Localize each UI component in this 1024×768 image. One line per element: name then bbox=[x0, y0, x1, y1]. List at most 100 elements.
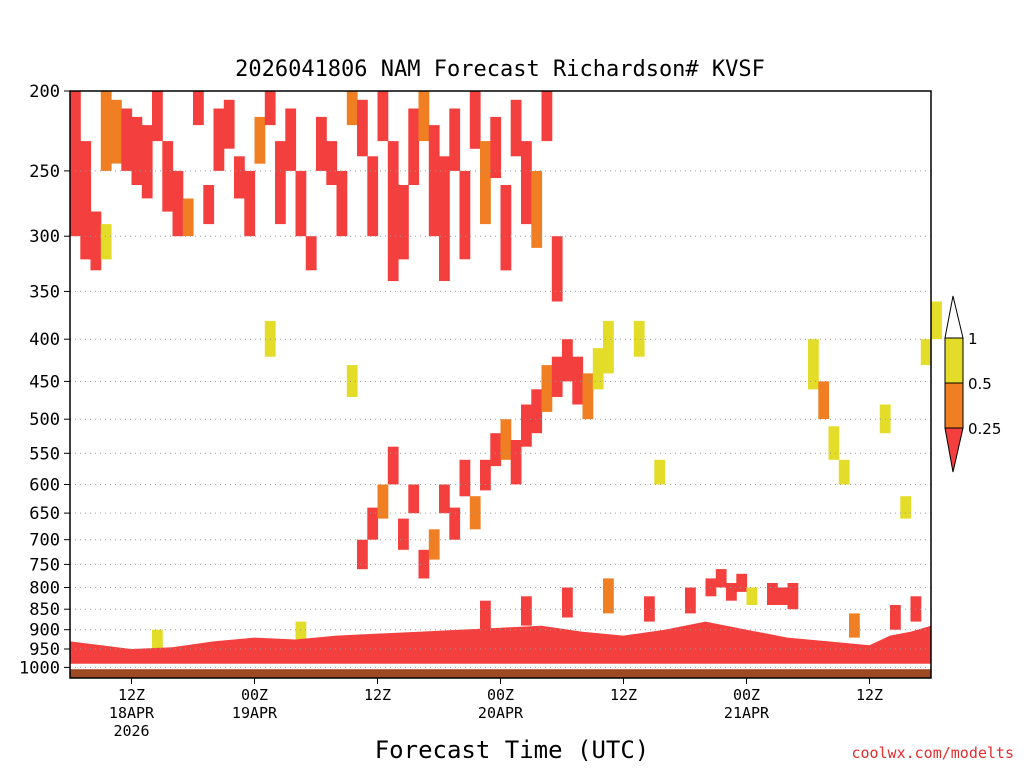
heatmap-cell bbox=[685, 587, 696, 614]
x-tick-label: 12Z bbox=[364, 686, 391, 704]
heatmap-cell bbox=[562, 339, 573, 382]
heatmap-cell bbox=[90, 211, 102, 271]
legend-label-0.5: 0.5 bbox=[968, 375, 992, 393]
heatmap-cell bbox=[787, 583, 799, 610]
x-tick-label: 2026 bbox=[113, 722, 149, 740]
heatmap-cell bbox=[480, 600, 491, 630]
x-tick-label: 20APR bbox=[478, 704, 524, 722]
x-tick-label: 12Z bbox=[118, 686, 145, 704]
heatmap-cell bbox=[316, 116, 327, 171]
legend-top-arrow bbox=[944, 295, 964, 339]
y-tick-label: 1000 bbox=[19, 658, 60, 678]
heatmap-cell bbox=[808, 339, 819, 390]
heatmap-cell bbox=[521, 404, 532, 447]
heatmap-cell bbox=[275, 141, 286, 225]
heatmap-cell bbox=[367, 507, 379, 540]
heatmap-cell bbox=[70, 91, 81, 237]
heatmap-cell bbox=[459, 170, 471, 260]
heatmap-cell bbox=[551, 236, 563, 302]
heatmap-cell bbox=[818, 381, 830, 420]
heatmap-cell bbox=[726, 583, 737, 601]
heatmap-cell bbox=[777, 587, 789, 605]
heatmap-cell bbox=[469, 91, 481, 149]
heatmap-cell bbox=[449, 108, 461, 171]
heatmap-cell bbox=[562, 587, 573, 618]
heatmap-cell bbox=[408, 108, 420, 185]
x-axis-label: Forecast Time (UTC) bbox=[375, 736, 650, 764]
heatmap-cell bbox=[223, 99, 235, 149]
heatmap-cell bbox=[295, 621, 307, 653]
y-tick-label: 600 bbox=[29, 476, 60, 496]
y-tick-label: 950 bbox=[29, 640, 60, 660]
heatmap-cell bbox=[531, 389, 543, 434]
heatmap-cell bbox=[141, 125, 153, 199]
heatmap-cell bbox=[152, 91, 163, 142]
x-tick-label: 00Z bbox=[241, 686, 268, 704]
y-tick-label: 900 bbox=[29, 621, 60, 641]
heatmap-cell bbox=[111, 99, 122, 164]
y-tick-label: 650 bbox=[29, 504, 60, 524]
heatmap-cell bbox=[377, 484, 389, 519]
heatmap-cell bbox=[541, 91, 553, 142]
heatmap-cell bbox=[377, 91, 389, 142]
heatmap-cell bbox=[490, 433, 502, 467]
heatmap-cell bbox=[439, 156, 450, 281]
heatmap-cell bbox=[357, 539, 368, 570]
y-tick-label: 400 bbox=[29, 330, 60, 350]
heatmap-cell bbox=[387, 141, 399, 282]
heatmap-cell bbox=[654, 459, 666, 485]
y-axis: 200 250 300 350 400 450 500 550 600 650 700 750 8008… bbox=[19, 82, 70, 678]
x-tick-label: 00Z bbox=[733, 686, 760, 704]
heatmap-cell bbox=[418, 91, 430, 142]
heatmap-cell bbox=[592, 348, 604, 390]
legend-label-0.25: 0.25 bbox=[968, 420, 1001, 438]
heatmap-cell bbox=[767, 583, 778, 605]
heatmap-cell bbox=[890, 605, 901, 630]
heatmap-cell bbox=[367, 156, 379, 237]
heatmap-cell bbox=[480, 141, 491, 225]
x-tick-label: 19APR bbox=[232, 704, 278, 722]
heatmap-cell bbox=[213, 108, 225, 171]
y-tick-label: 500 bbox=[29, 410, 60, 430]
heatmap-cell bbox=[510, 440, 522, 485]
credit-text: coolwx.com/modelts bbox=[851, 744, 1014, 762]
heatmap-cell bbox=[357, 99, 368, 157]
heatmap-cell bbox=[551, 356, 563, 397]
grid-layer bbox=[70, 170, 931, 668]
heatmap-cell bbox=[131, 116, 143, 185]
heatmap-cell bbox=[346, 365, 358, 397]
y-tick-label: 450 bbox=[29, 372, 60, 392]
heatmap-cell bbox=[603, 320, 614, 374]
heatmap-cell bbox=[408, 484, 420, 514]
heatmap-cell bbox=[572, 356, 584, 405]
chart-title: 2026041806 NAM Forecast Richardson# KVSF bbox=[235, 57, 765, 82]
x-tick-label: 00Z bbox=[487, 686, 514, 704]
heatmap-cell bbox=[715, 569, 727, 588]
heatmap-cell bbox=[849, 613, 860, 638]
heatmap-cell bbox=[100, 224, 112, 260]
heatmap-cell bbox=[428, 125, 440, 237]
heatmap-cell bbox=[644, 596, 655, 622]
heatmap-cell bbox=[449, 507, 461, 540]
heatmap-cell bbox=[500, 185, 512, 271]
x-tick-label: 21APR bbox=[724, 704, 770, 722]
heatmap-cell bbox=[603, 578, 614, 614]
heatmap-cell bbox=[521, 141, 532, 225]
y-tick-label: 750 bbox=[29, 555, 60, 575]
heatmap-cell bbox=[428, 529, 440, 560]
y-tick-label: 550 bbox=[29, 444, 60, 464]
heatmap-cell bbox=[736, 573, 748, 592]
heatmap-cell bbox=[582, 373, 594, 420]
plot-area bbox=[70, 91, 931, 678]
heatmap-cell bbox=[285, 108, 297, 171]
heatmap-cell bbox=[193, 91, 204, 126]
heatmap-cell bbox=[521, 596, 532, 626]
cells-layer bbox=[70, 91, 942, 653]
heatmap-cell bbox=[203, 185, 215, 225]
heatmap-cell bbox=[305, 236, 317, 271]
heatmap-cell bbox=[152, 629, 163, 653]
heatmap-cell bbox=[295, 170, 307, 237]
heatmap-cell bbox=[480, 459, 491, 491]
heatmap-cell bbox=[254, 116, 266, 164]
